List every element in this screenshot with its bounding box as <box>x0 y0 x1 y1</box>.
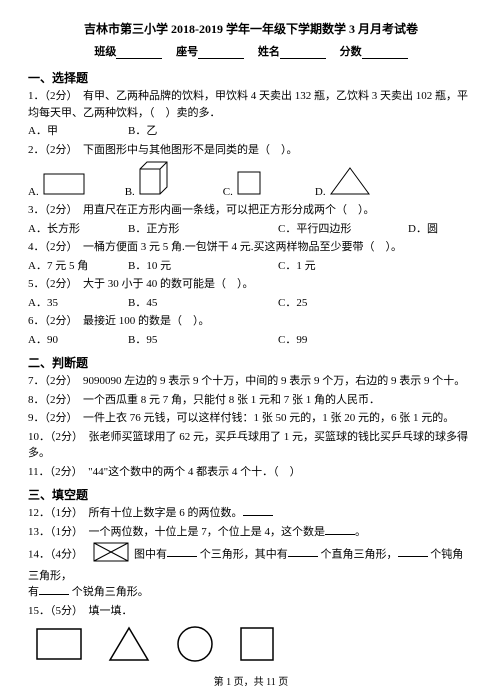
q2-images: A. B. C. D. <box>28 161 474 198</box>
q14-mid3: 个直角三角形， <box>321 548 398 560</box>
section-3-head: 三、填空题 <box>28 486 474 503</box>
q2-shape-a <box>43 173 85 198</box>
q6-options: A．90 B．95 C．99 <box>28 332 474 349</box>
name-label: 姓名 <box>258 46 280 58</box>
q2-c-label: C. <box>223 186 233 198</box>
q14-mid5: 有 <box>28 586 39 598</box>
class-blank <box>116 47 162 59</box>
shape-square <box>240 627 274 664</box>
section-2-head: 二、判断题 <box>28 354 474 371</box>
q5-opt-a: A．35 <box>28 295 128 312</box>
q5-opt-b: B．45 <box>128 295 278 312</box>
q4-opt-c: C．1 元 <box>278 258 408 275</box>
q14-figure <box>93 542 129 568</box>
q4-opt-b: B．10 元 <box>128 258 278 275</box>
q6-opt-a: A．90 <box>28 332 128 349</box>
name-blank <box>280 47 326 59</box>
q8: 8．（2分） 一个西瓜重 8 元 7 角，只能付 8 张 1 元和 7 张 1 … <box>28 392 474 409</box>
q5-options: A．35 B．45 C．25 <box>28 295 474 312</box>
q14-b2 <box>288 546 318 557</box>
q15: 15．（5分） 填一填． <box>28 603 474 620</box>
q10: 10．（2分） 张老师买篮球用了 62 元，买乒乓球用了 1 元，买篮球的钱比买… <box>28 429 474 462</box>
q5-text: 5．（2分） 大于 30 小于 40 的数可能是（ ）。 <box>28 276 474 293</box>
q3-text: 3．（2分） 用直尺在正方形内画一条线，可以把正方形分成两个（ ）。 <box>28 202 474 219</box>
shape-triangle <box>108 626 150 665</box>
q4-text: 4．（2分） 一桶方便面 3 元 5 角.一包饼干 4 元.买这两样物品至少要带… <box>28 239 474 256</box>
q15-shapes <box>36 625 474 666</box>
seat-blank <box>198 47 244 59</box>
q13-post: 。 <box>355 526 366 538</box>
q13-blank <box>325 524 355 535</box>
q3-opt-a: A．长方形 <box>28 221 128 238</box>
q2-shape-b <box>139 161 169 198</box>
q13: 13．（1分） 一个两位数，十位上是 7，个位上是 4，这个数是 。 <box>28 524 474 541</box>
q3-opt-d: D．圆 <box>408 221 468 238</box>
q1-opt-a: A．甲 <box>28 123 128 140</box>
q2-text: 2．（2分） 下面图形中与其他图形不是同类的是（ ）。 <box>28 142 474 159</box>
q14-mid2: 个三角形，其中有 <box>200 548 288 560</box>
q2-b-label: B. <box>125 186 135 198</box>
q14-b3 <box>398 546 428 557</box>
exam-title: 吉林市第三小学 2018-2019 学年一年级下学期数学 3 月月考试卷 <box>28 20 474 37</box>
q4-opt-a: A．7 元 5 角 <box>28 258 128 275</box>
q2-shape-c <box>237 171 261 198</box>
q1-options: A．甲 B．乙 <box>28 123 474 140</box>
q14-pre1: 14．（4分） <box>28 548 89 560</box>
q2-a-label: A. <box>28 186 39 198</box>
q5-opt-c: C．25 <box>278 295 408 312</box>
q1-opt-b: B．乙 <box>128 123 278 140</box>
shape-rect <box>36 628 82 663</box>
q9: 9．（2分） 一件上衣 76 元钱，可以这样付钱：1 张 50 元的，1 张 2… <box>28 410 474 427</box>
header-fields: 班级 座号 姓名 分数 <box>28 43 474 59</box>
class-label: 班级 <box>94 46 116 58</box>
section-1-head: 一、选择题 <box>28 69 474 86</box>
q7: 7．（2分） 9090090 左边的 9 表示 9 个十万，中间的 9 表示 9… <box>28 373 474 390</box>
score-label: 分数 <box>340 46 362 58</box>
q3-opt-b: B．正方形 <box>128 221 278 238</box>
q12-blank <box>243 505 273 516</box>
q12-text: 12．（1分） 所有十位上数字是 6 的两位数。 <box>28 507 243 519</box>
shape-circle <box>176 625 214 666</box>
q14-mid1: 图中有 <box>134 548 167 560</box>
q6-opt-c: C．99 <box>278 332 408 349</box>
seat-label: 座号 <box>176 46 198 58</box>
q2-d-label: D. <box>315 186 326 198</box>
q14-b4 <box>39 584 69 595</box>
q12: 12．（1分） 所有十位上数字是 6 的两位数。 <box>28 505 474 522</box>
q14: 14．（4分） 图中有 个三角形，其中有 个直角三角形， 个钝角三角形， 有 个… <box>28 542 474 601</box>
q3-options: A．长方形 B．正方形 C．平行四边形 D．圆 <box>28 221 474 238</box>
page-footer: 第 1 页，共 11 页 <box>0 673 502 688</box>
q3-opt-c: C．平行四边形 <box>278 221 408 238</box>
q6-opt-b: B．95 <box>128 332 278 349</box>
q2-shape-d <box>330 167 370 198</box>
q6-text: 6．（2分） 最接近 100 的数是（ ）。 <box>28 313 474 330</box>
q14-mid6: 个锐角三角形。 <box>72 586 149 598</box>
score-blank <box>362 47 408 59</box>
q11: 11．（2分） "44"这个数中的两个 4 都表示 4 个十．（ ） <box>28 464 474 481</box>
q13-pre: 13．（1分） 一个两位数，十位上是 7，个位上是 4，这个数是 <box>28 526 325 538</box>
q1-text: 1．（2分） 有甲、乙两种品牌的饮料，甲饮料 4 天卖出 132 瓶，乙饮料 3… <box>28 88 474 121</box>
q4-options: A．7 元 5 角 B．10 元 C．1 元 <box>28 258 474 275</box>
q14-b1 <box>167 546 197 557</box>
